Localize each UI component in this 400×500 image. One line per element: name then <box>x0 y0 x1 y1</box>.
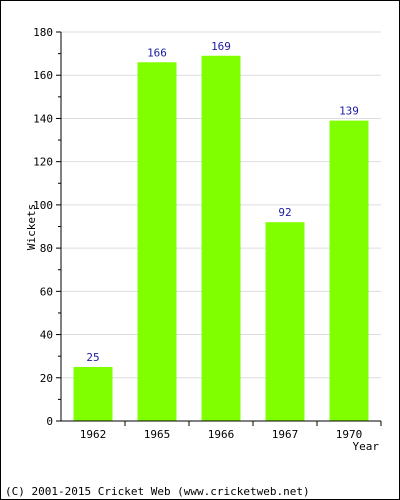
data-label: 139 <box>339 105 359 118</box>
x-tick-label: 1965 <box>144 428 171 441</box>
x-axis-label: Year <box>353 440 380 453</box>
axes <box>56 31 382 426</box>
data-labels: 25 166 169 92 139 <box>86 40 359 364</box>
bar-1965 <box>137 62 177 421</box>
y-tick-label: 80 <box>40 242 53 255</box>
bar-1970 <box>329 120 369 421</box>
copyright-text: (C) 2001-2015 Cricket Web (www.cricketwe… <box>5 485 310 498</box>
y-tick-label: 120 <box>33 156 53 169</box>
bars <box>73 55 369 422</box>
y-tick-label: 160 <box>33 69 53 82</box>
x-tick-label: 1967 <box>272 428 299 441</box>
data-label: 166 <box>147 46 167 59</box>
y-tick-label: 0 <box>46 415 53 428</box>
data-label: 169 <box>211 40 231 53</box>
x-tick-label: 1966 <box>208 428 235 441</box>
x-tick-label: 1970 <box>336 428 363 441</box>
x-tick-labels: 1962 1965 1966 1967 1970 <box>80 428 363 441</box>
y-tick-labels: 0 20 40 60 80 100 120 140 160 180 <box>33 26 53 428</box>
y-tick-label: 100 <box>33 199 53 212</box>
data-label: 25 <box>86 351 99 364</box>
y-tick-label: 140 <box>33 112 53 125</box>
bar-1966 <box>201 55 241 422</box>
bar-1962 <box>73 366 113 421</box>
data-label: 92 <box>278 206 291 219</box>
y-axis-label: Wickets <box>25 204 38 250</box>
bar-1967 <box>265 222 305 421</box>
y-tick-label: 20 <box>40 372 53 385</box>
x-tick-label: 1962 <box>80 428 107 441</box>
y-tick-label: 180 <box>33 26 53 39</box>
y-tick-label: 40 <box>40 329 53 342</box>
y-tick-label: 60 <box>40 285 53 298</box>
